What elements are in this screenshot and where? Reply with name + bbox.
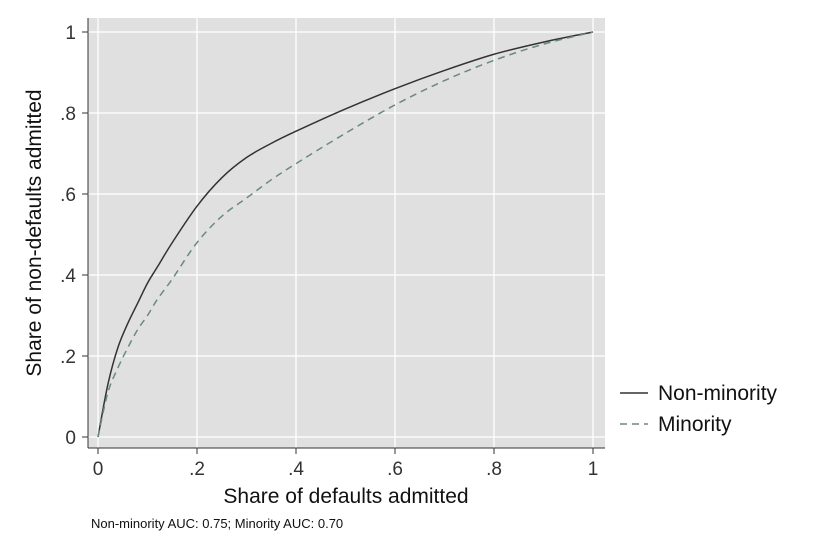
y-tick-label-5: 1 bbox=[65, 23, 76, 44]
y-tick-label-4: .8 bbox=[60, 104, 76, 125]
x-tick-label-2: .4 bbox=[288, 459, 304, 480]
x-axis-title: Share of defaults admitted bbox=[223, 485, 468, 508]
x-tick-label-3: .6 bbox=[387, 459, 403, 480]
series-line-non-minority bbox=[97, 31, 594, 438]
legend-label-non-minority: Non-minority bbox=[658, 382, 778, 405]
axes: 0 .2 .4 .6 .8 1 0 .2 .4 .6 .8 1 bbox=[60, 18, 605, 480]
x-tick-label-1: .2 bbox=[189, 459, 205, 480]
series-line-minority bbox=[97, 31, 594, 438]
series-lines bbox=[97, 31, 594, 438]
gridlines bbox=[88, 18, 605, 448]
plot-background bbox=[88, 18, 605, 448]
y-tick-label-3: .6 bbox=[60, 185, 76, 206]
y-axis-title: Share of non-defaults admitted bbox=[23, 89, 46, 376]
auc-note: Non-minority AUC: 0.75; Minority AUC: 0.… bbox=[91, 516, 343, 531]
x-tick-label-0: 0 bbox=[93, 459, 104, 480]
x-tick-label-5: 1 bbox=[588, 459, 599, 480]
legend-label-minority: Minority bbox=[658, 413, 732, 436]
legend: Non-minority Minority bbox=[620, 382, 778, 436]
y-tick-label-0: 0 bbox=[65, 428, 76, 449]
y-tick-label-1: .2 bbox=[60, 347, 76, 368]
x-tick-label-4: .8 bbox=[486, 459, 502, 480]
y-tick-label-2: .4 bbox=[60, 266, 76, 287]
